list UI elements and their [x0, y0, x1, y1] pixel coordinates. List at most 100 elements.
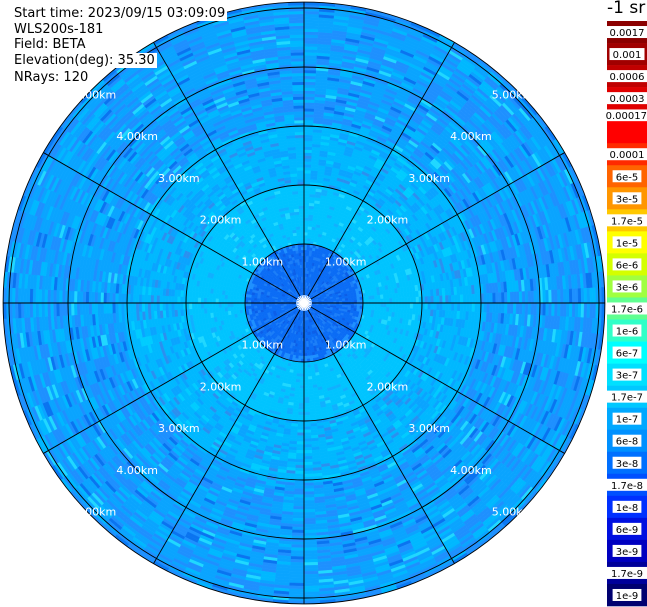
data-cell [303, 385, 309, 389]
data-cell [303, 497, 315, 501]
data-cell [297, 411, 305, 416]
data-cell [451, 302, 455, 312]
data-cell [380, 306, 384, 312]
data-cell [303, 402, 310, 407]
data-cell [303, 488, 315, 493]
data-cell [303, 482, 314, 487]
data-cell [299, 376, 305, 380]
data-cell [307, 381, 313, 386]
data-cell [297, 355, 302, 360]
data-cell [424, 302, 429, 310]
data-cell [374, 306, 378, 311]
data-cell [303, 426, 311, 431]
data-cell [433, 302, 437, 311]
data-cell [462, 302, 467, 312]
data-cell [542, 302, 547, 316]
data-cell [303, 376, 309, 380]
data-cell [365, 302, 370, 307]
data-cell [303, 485, 314, 490]
data-cell [439, 302, 443, 311]
data-cell [296, 429, 305, 434]
data-cell [507, 302, 511, 315]
data-cell [303, 494, 315, 498]
data-cell [303, 450, 313, 454]
data-cell [368, 302, 373, 307]
data-cell [303, 517, 316, 522]
data-cell [371, 306, 375, 311]
data-cell [303, 388, 309, 392]
data-cell [295, 453, 305, 457]
data-cell [296, 367, 301, 371]
data-cell [442, 302, 446, 311]
data-cell [406, 302, 411, 309]
data-cell [386, 302, 390, 308]
data-cell [303, 382, 309, 386]
data-cell [303, 373, 309, 377]
data-cell [300, 364, 305, 369]
data-cell [307, 379, 313, 383]
data-cell [292, 511, 305, 516]
data-cell [303, 414, 311, 419]
data-cell [296, 444, 305, 448]
data-cell [303, 397, 310, 401]
data-cell [448, 302, 452, 311]
data-cell [303, 503, 315, 507]
data-cell [307, 373, 312, 377]
data-cell [303, 547, 318, 552]
data-cell [290, 547, 305, 552]
data-cell [298, 397, 305, 401]
data-cell [303, 405, 310, 410]
data-cell [383, 302, 387, 308]
data-cell [303, 400, 310, 404]
data-cell [303, 500, 315, 504]
data-cell [303, 423, 311, 428]
data-cell [454, 302, 458, 312]
data-cell [303, 453, 313, 457]
data-cell [306, 346, 310, 351]
data-cell [296, 438, 305, 442]
data-cell [298, 408, 305, 413]
data-cell [521, 302, 526, 315]
data-cell [356, 305, 361, 310]
data-cell [303, 544, 318, 549]
data-cell [294, 485, 305, 490]
data-cell [409, 302, 414, 309]
data-cell [303, 438, 312, 442]
data-cell [474, 302, 479, 313]
data-cell [296, 447, 305, 451]
data-cell [305, 343, 309, 348]
data-cell [303, 394, 310, 398]
data-cell [371, 302, 376, 307]
data-cell [298, 400, 305, 404]
data-cell [377, 306, 381, 312]
data-cell [427, 302, 432, 310]
data-cell [292, 506, 305, 510]
data-cell [296, 364, 301, 369]
data-cell [465, 302, 470, 312]
data-cell [290, 544, 305, 549]
data-cell [303, 509, 316, 513]
data-cell [293, 503, 305, 507]
data-cell [303, 411, 311, 416]
data-cell [299, 385, 305, 389]
data-cell [307, 376, 313, 380]
data-cell [303, 441, 312, 445]
data-cell [295, 450, 305, 454]
data-cell [303, 444, 312, 448]
data-cell [459, 302, 464, 312]
data-cell [303, 379, 309, 383]
data-cell [374, 302, 378, 308]
data-cell [471, 302, 476, 313]
data-cell [292, 509, 305, 513]
data-cell [436, 302, 440, 311]
data-cell [290, 550, 305, 554]
data-cell [303, 514, 316, 519]
data-cell [307, 367, 312, 371]
data-cell [303, 526, 317, 531]
data-cell [299, 388, 305, 392]
data-cell [303, 408, 310, 413]
data-cell [510, 302, 514, 315]
data-cell [486, 302, 491, 313]
data-cell [403, 302, 408, 309]
